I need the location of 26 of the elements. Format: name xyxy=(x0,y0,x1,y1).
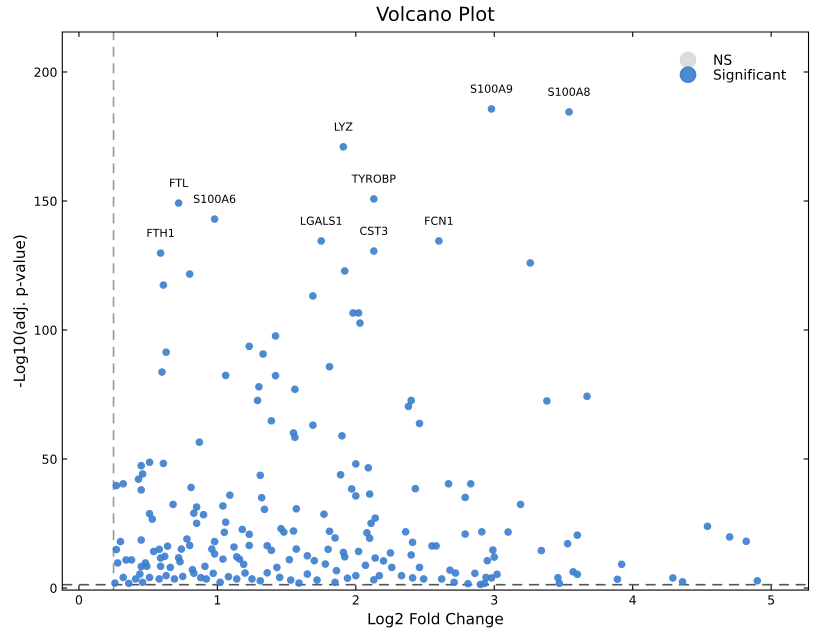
annotation: S100A9 xyxy=(470,84,512,93)
x-tick-label: 5 xyxy=(768,595,774,605)
x-tick-label: 4 xyxy=(629,595,636,604)
legend-label: Significant xyxy=(714,69,786,82)
x-axis-title: Log2 Fold Change xyxy=(368,612,503,628)
annotation: FTH1 xyxy=(148,228,174,237)
x-tick-label: 0 xyxy=(76,595,82,605)
annotation: FCN1 xyxy=(425,216,453,225)
annotation: LGALS1 xyxy=(300,216,342,225)
chart-title: Volcano Plot xyxy=(376,6,494,22)
annotation: S100A8 xyxy=(548,88,590,96)
y-axis-title: -Log10(adj. p-value) xyxy=(13,235,28,388)
y-tick-label: 150 xyxy=(34,196,57,206)
y-tick-label: 200 xyxy=(34,67,57,77)
legend-label: NS xyxy=(714,54,732,65)
y-tick-label: 0 xyxy=(50,583,57,593)
annotation: TYROBP xyxy=(352,174,396,183)
y-tick-label: 100 xyxy=(34,325,57,335)
annotation: LYZ xyxy=(334,122,352,131)
annotation: FTL xyxy=(170,178,188,187)
x-tick-label: 1 xyxy=(214,595,220,604)
annotation: CST3 xyxy=(360,226,388,236)
x-tick-label: 3 xyxy=(491,595,498,605)
x-tick-label: 2 xyxy=(352,595,359,604)
y-tick-label: 50 xyxy=(42,454,57,464)
annotation: S100A6 xyxy=(194,194,236,204)
